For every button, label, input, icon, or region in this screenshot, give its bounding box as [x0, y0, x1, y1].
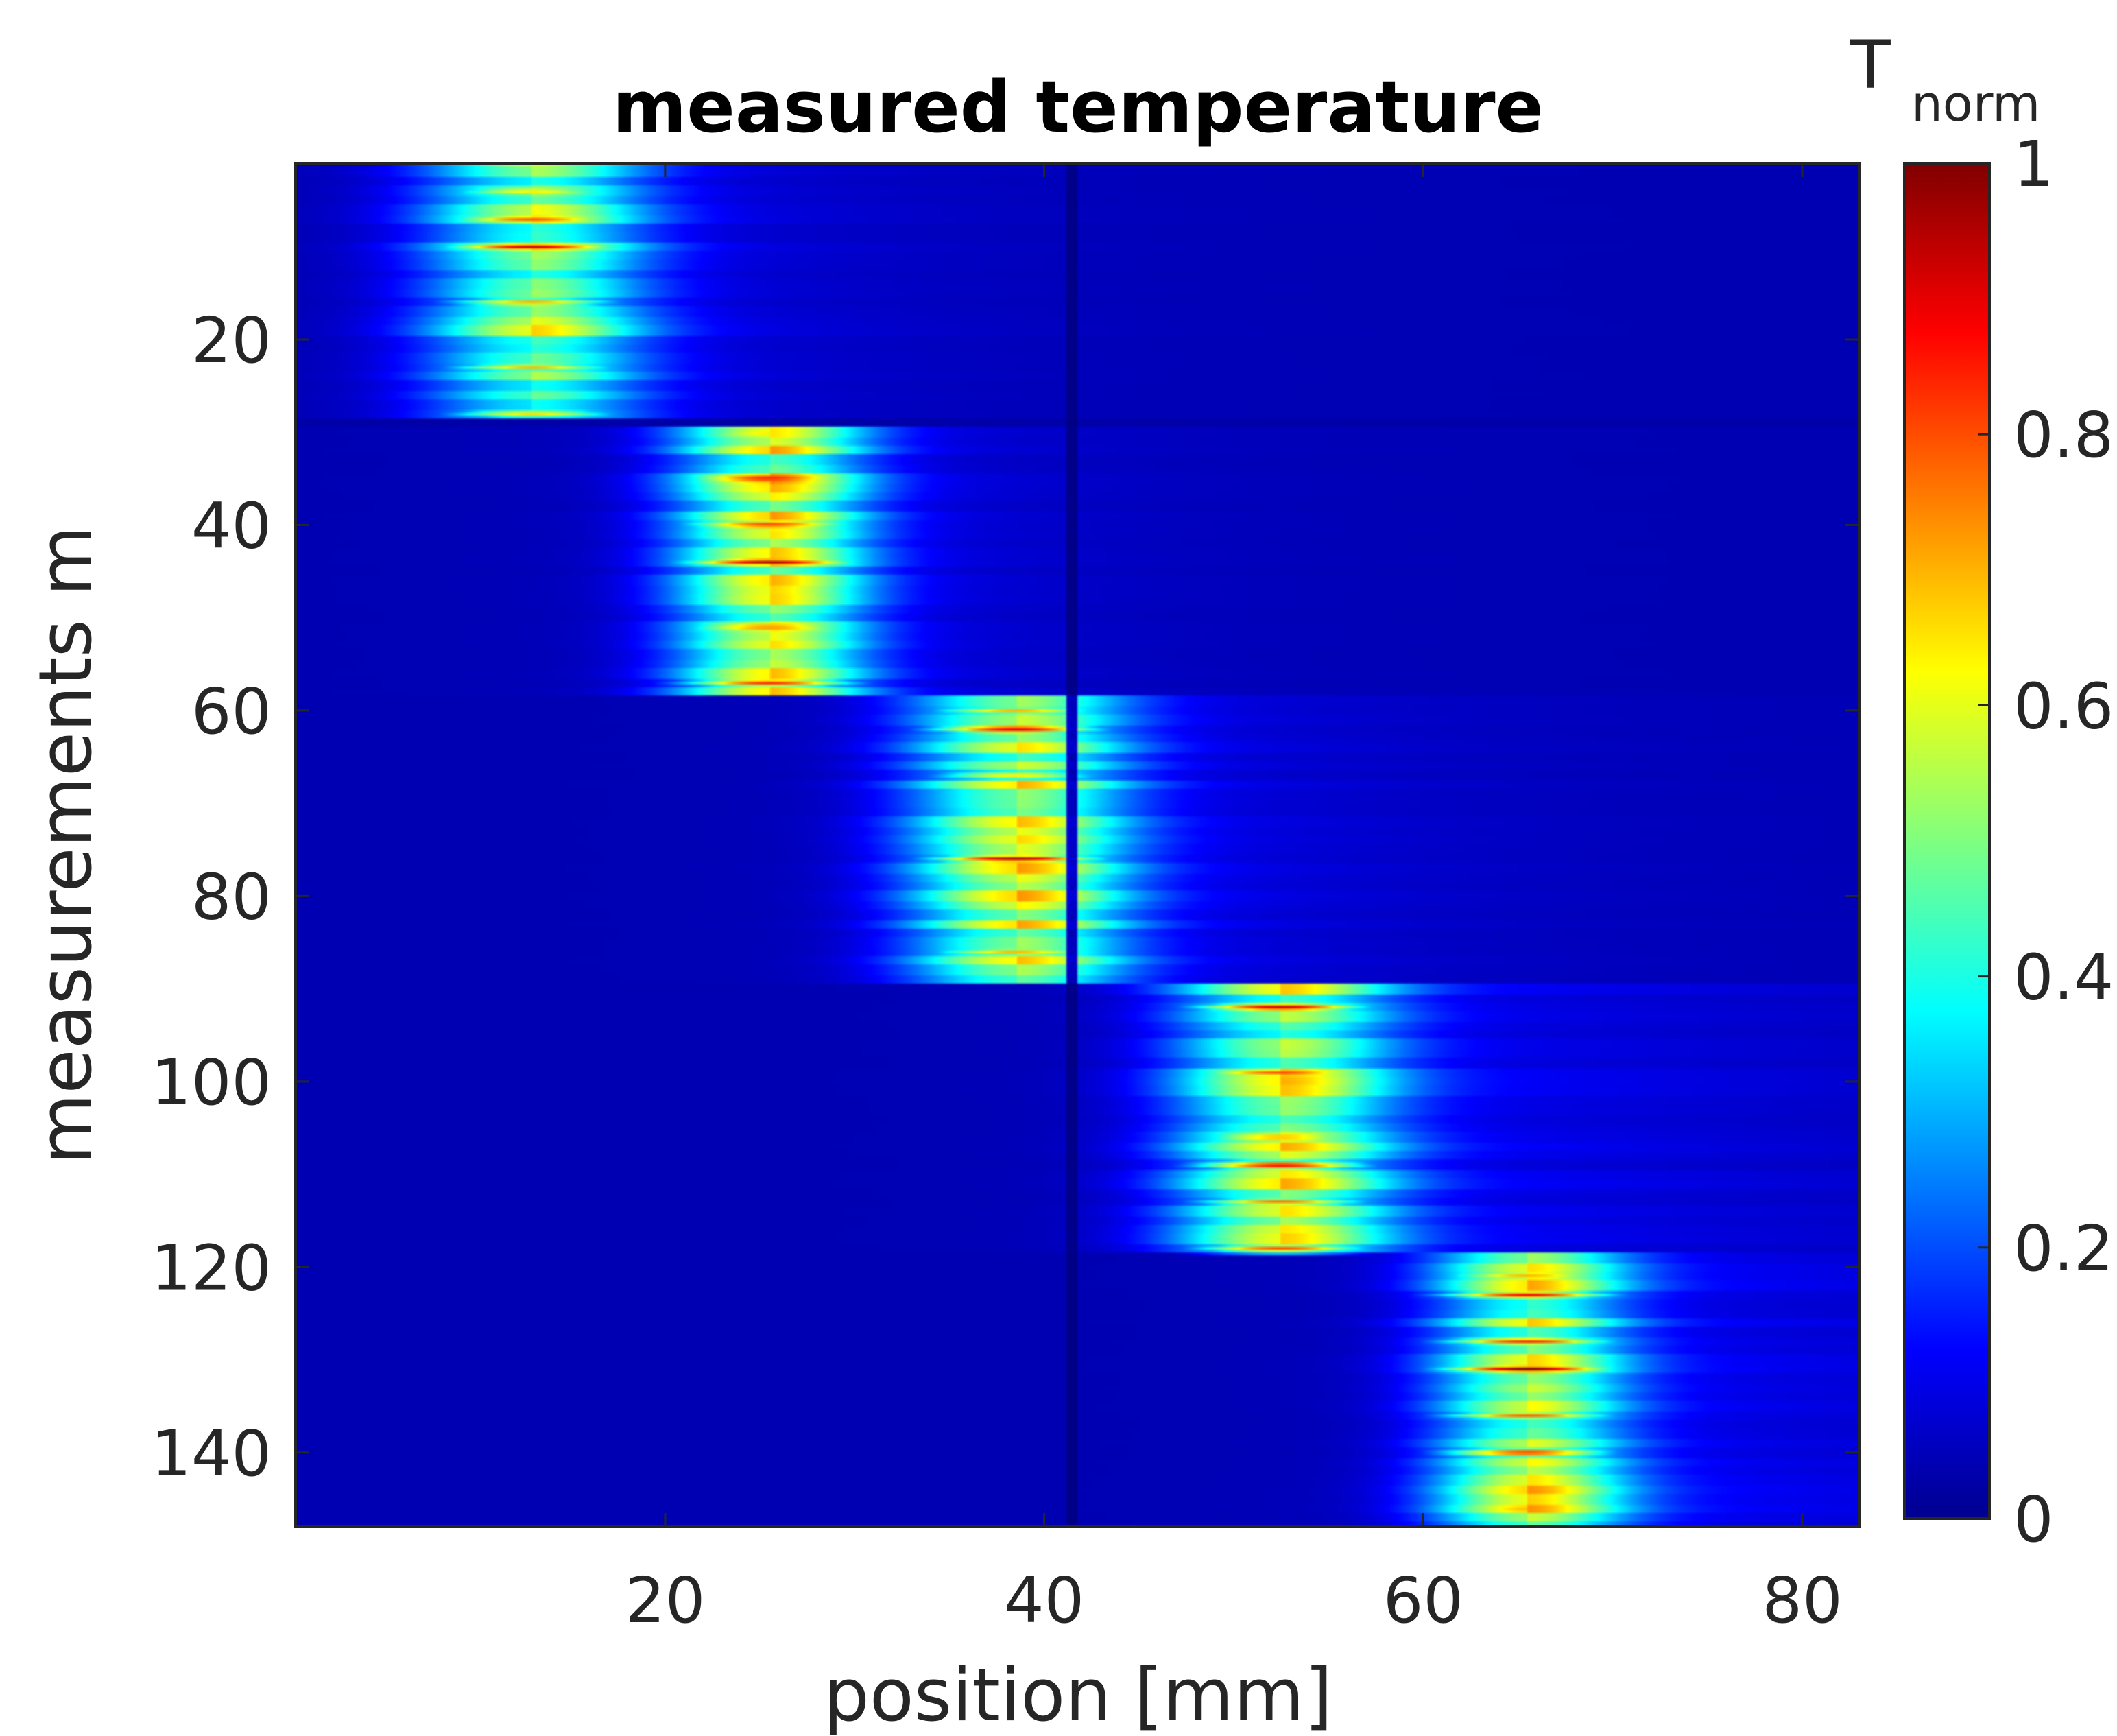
colorbar-tick-label: 0 — [2013, 1483, 2054, 1556]
y-tick-label: 100 — [151, 1046, 272, 1119]
y-axis-ticks: 20 40 60 80 100 120 140 — [151, 304, 1859, 1490]
colorbar-title-sub: norm — [1911, 75, 2040, 132]
colorbar-tick-label: 0.6 — [2013, 669, 2114, 743]
y-tick-label: 60 — [191, 675, 272, 748]
plot-area: 20 40 60 80 20 40 60 80 100 120 140 — [151, 162, 1861, 1637]
y-tick-label: 120 — [151, 1231, 272, 1305]
y-axis-label: measurements m — [23, 525, 108, 1165]
colorbar-tick-label: 0.4 — [2013, 941, 2114, 1014]
colorbar-title-main: T — [1850, 27, 1891, 104]
colorbar: 0 0.2 0.4 0.6 0.8 1 T norm — [1850, 27, 2114, 1556]
y-tick-label: 20 — [191, 304, 272, 377]
y-tick-label: 40 — [191, 489, 272, 562]
y-tick-label: 140 — [151, 1417, 272, 1490]
colorbar-title: T norm — [1850, 27, 2040, 132]
colorbar-gradient — [1903, 162, 1991, 1520]
heatmap-image-container — [296, 163, 1859, 1527]
colorbar-ticks: 0 0.2 0.4 0.6 0.8 1 — [1978, 128, 2114, 1556]
x-tick-label: 20 — [625, 1564, 705, 1637]
plot-frame — [294, 162, 1861, 1528]
x-tick-label: 80 — [1762, 1564, 1843, 1637]
x-tick-label: 60 — [1383, 1564, 1463, 1637]
colorbar-tick-label: 1 — [2013, 128, 2054, 201]
colorbar-tick-label: 0.2 — [2013, 1212, 2114, 1285]
x-tick-label: 40 — [1004, 1564, 1084, 1637]
x-axis-ticks: 20 40 60 80 — [625, 163, 1843, 1637]
chart-title: measured temperature — [612, 65, 1544, 149]
x-axis-label: position [mm] — [824, 1653, 1333, 1736]
colorbar-tick-label: 0.8 — [2013, 399, 2114, 472]
heatmap-image — [296, 163, 1859, 1527]
y-tick-label: 80 — [191, 860, 272, 934]
